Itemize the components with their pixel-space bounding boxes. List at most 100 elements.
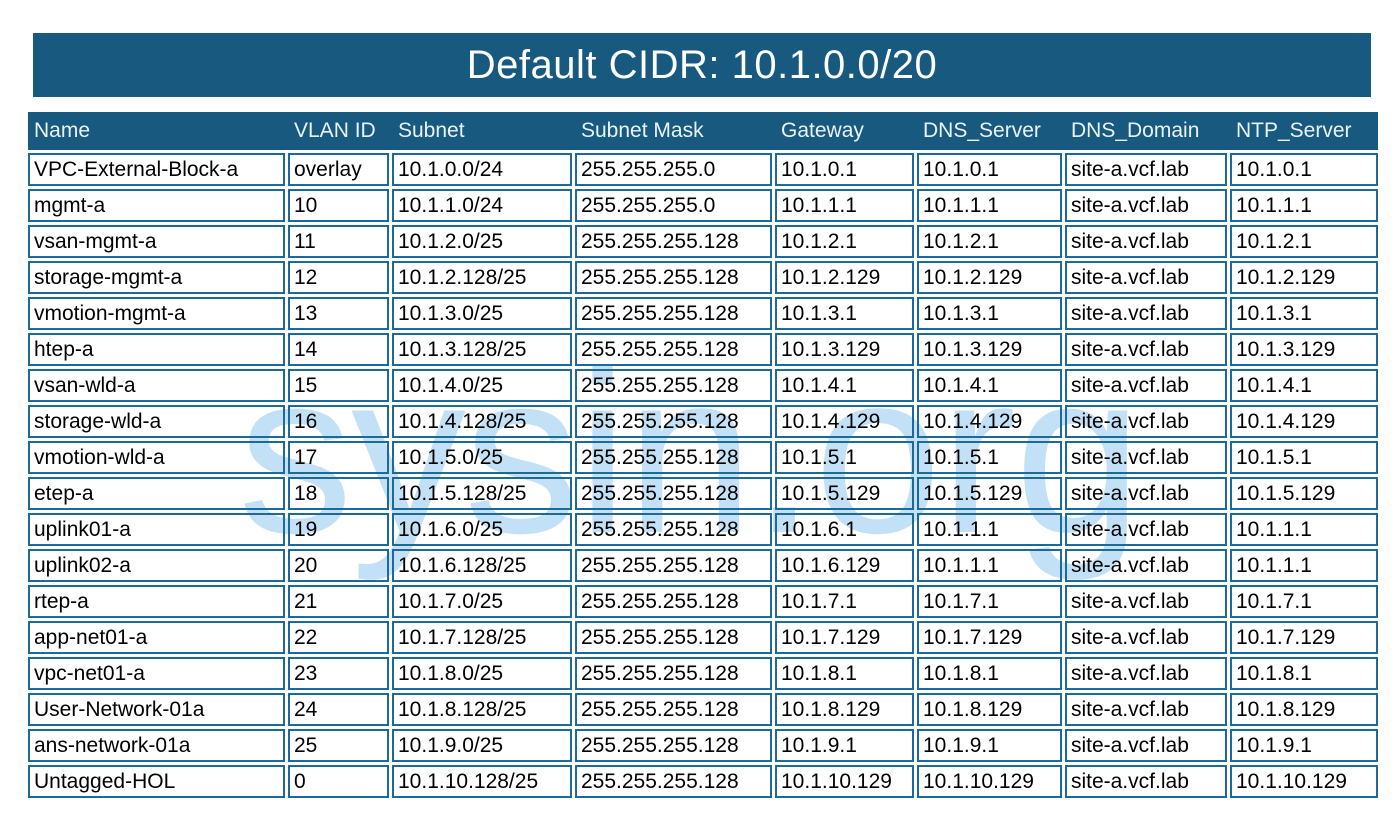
column-header: NTP_Server bbox=[1236, 119, 1352, 142]
table-cell: 10.1.3.129 bbox=[917, 333, 1062, 366]
table-cell: overlay bbox=[288, 153, 389, 186]
table-cell: 255.255.255.128 bbox=[575, 405, 772, 438]
table-cell: 10.1.6.128/25 bbox=[392, 549, 572, 582]
table-cell: 255.255.255.128 bbox=[575, 657, 772, 690]
table-cell: 10.1.7.1 bbox=[917, 585, 1062, 618]
table-cell: 10.1.8.129 bbox=[1230, 693, 1378, 726]
table-cell: site-a.vcf.lab bbox=[1065, 189, 1227, 222]
table-cell: uplink02-a bbox=[28, 549, 285, 582]
table-cell: 10.1.5.1 bbox=[1230, 441, 1378, 474]
table-cell: ans-network-01a bbox=[28, 729, 285, 762]
table-cell: site-a.vcf.lab bbox=[1065, 765, 1227, 798]
column-header: DNS_Domain bbox=[1071, 119, 1200, 142]
table-cell: 10.1.4.128/25 bbox=[392, 405, 572, 438]
table-cell: 23 bbox=[288, 657, 389, 690]
table-cell: 10.1.7.1 bbox=[775, 585, 914, 618]
table-cell: 10.1.8.1 bbox=[1230, 657, 1378, 690]
table-cell: 10.1.5.129 bbox=[1230, 477, 1378, 510]
table-cell: 10.1.2.128/25 bbox=[392, 261, 572, 294]
table-cell: site-a.vcf.lab bbox=[1065, 225, 1227, 258]
cidr-table: Name VLAN ID Subnet Subnet Mask Gateway DNS_S… bbox=[28, 112, 1378, 798]
table-row: vmotion-wld-a 17 10.1.5.0/25 255.255.255.12… bbox=[28, 441, 1378, 474]
table-cell: 10.1.6.0/25 bbox=[392, 513, 572, 546]
column-header: DNS_Server bbox=[923, 119, 1041, 142]
column-header: Subnet bbox=[398, 119, 465, 142]
table-cell: 10.1.5.129 bbox=[917, 477, 1062, 510]
table-row: vmotion-mgmt-a 13 10.1.3.0/25 255.255.255.1… bbox=[28, 297, 1378, 330]
table-cell: vpc-net01-a bbox=[28, 657, 285, 690]
column-header: VLAN ID bbox=[294, 119, 376, 142]
table-cell: 255.255.255.128 bbox=[575, 333, 772, 366]
table-cell: 10.1.1.1 bbox=[775, 189, 914, 222]
table-cell: site-a.vcf.lab bbox=[1065, 153, 1227, 186]
table-row: storage-wld-a 16 10.1.4.128/25 255.255.255.… bbox=[28, 405, 1378, 438]
table-cell: 10.1.10.129 bbox=[917, 765, 1062, 798]
table-cell: 10.1.4.1 bbox=[1230, 369, 1378, 402]
table-cell: site-a.vcf.lab bbox=[1065, 549, 1227, 582]
table-cell: 10.1.5.1 bbox=[775, 441, 914, 474]
table-cell: 15 bbox=[288, 369, 389, 402]
table-row: storage-mgmt-a 12 10.1.2.128/25 255.255.255… bbox=[28, 261, 1378, 294]
table-cell: vmotion-wld-a bbox=[28, 441, 285, 474]
table-cell: 10.1.3.129 bbox=[1230, 333, 1378, 366]
table-cell: 255.255.255.128 bbox=[575, 513, 772, 546]
table-header-row: Name VLAN ID Subnet Subnet Mask Gateway DNS_S… bbox=[28, 112, 1378, 150]
table-cell: htep-a bbox=[28, 333, 285, 366]
table-row: vsan-wld-a 15 10.1.4.0/25 255.255.255.128 10… bbox=[28, 369, 1378, 402]
table-cell: storage-mgmt-a bbox=[28, 261, 285, 294]
table-cell: 10.1.4.129 bbox=[775, 405, 914, 438]
table-cell: 10.1.3.128/25 bbox=[392, 333, 572, 366]
table-cell: 10.1.5.1 bbox=[917, 441, 1062, 474]
table-cell: 10.1.1.1 bbox=[917, 513, 1062, 546]
table-cell: 10.1.10.128/25 bbox=[392, 765, 572, 798]
table-cell: User-Network-01a bbox=[28, 693, 285, 726]
table-cell: 255.255.255.128 bbox=[575, 261, 772, 294]
table-cell: 10.1.3.1 bbox=[1230, 297, 1378, 330]
table-cell: 21 bbox=[288, 585, 389, 618]
table-cell: 255.255.255.128 bbox=[575, 297, 772, 330]
table-cell: 10.1.4.0/25 bbox=[392, 369, 572, 402]
table-cell: 10.1.4.1 bbox=[775, 369, 914, 402]
table-cell: 20 bbox=[288, 549, 389, 582]
table-cell: site-a.vcf.lab bbox=[1065, 261, 1227, 294]
table-cell: 255.255.255.128 bbox=[575, 621, 772, 654]
table-row: etep-a 18 10.1.5.128/25 255.255.255.128 10.1… bbox=[28, 477, 1378, 510]
column-header: Subnet Mask bbox=[581, 119, 704, 142]
table-cell: storage-wld-a bbox=[28, 405, 285, 438]
table-cell: 24 bbox=[288, 693, 389, 726]
table-cell: 10.1.1.0/24 bbox=[392, 189, 572, 222]
table-cell: site-a.vcf.lab bbox=[1065, 333, 1227, 366]
table-cell: site-a.vcf.lab bbox=[1065, 405, 1227, 438]
table-cell: 16 bbox=[288, 405, 389, 438]
table-cell: 10.1.0.1 bbox=[1230, 153, 1378, 186]
table-cell: 10.1.2.1 bbox=[1230, 225, 1378, 258]
table-cell: 255.255.255.128 bbox=[575, 585, 772, 618]
table-cell: 10.1.2.1 bbox=[775, 225, 914, 258]
table-cell: 12 bbox=[288, 261, 389, 294]
table-cell: site-a.vcf.lab bbox=[1065, 369, 1227, 402]
table-cell: 10.1.9.1 bbox=[917, 729, 1062, 762]
table-cell: 10.1.1.1 bbox=[917, 549, 1062, 582]
table-cell: 10.1.3.1 bbox=[775, 297, 914, 330]
table-cell: 10.1.10.129 bbox=[775, 765, 914, 798]
table-cell: 10.1.5.0/25 bbox=[392, 441, 572, 474]
table-cell: 10.1.7.129 bbox=[1230, 621, 1378, 654]
table-cell: 10.1.2.0/25 bbox=[392, 225, 572, 258]
table-cell: Untagged-HOL bbox=[28, 765, 285, 798]
table-cell: 10.1.6.1 bbox=[775, 513, 914, 546]
table-cell: 13 bbox=[288, 297, 389, 330]
table-cell: site-a.vcf.lab bbox=[1065, 477, 1227, 510]
table-row: Untagged-HOL 0 10.1.10.128/25 255.255.255.1… bbox=[28, 765, 1378, 798]
table-cell: 17 bbox=[288, 441, 389, 474]
table-cell: site-a.vcf.lab bbox=[1065, 621, 1227, 654]
table-cell: vmotion-mgmt-a bbox=[28, 297, 285, 330]
table-cell: vsan-wld-a bbox=[28, 369, 285, 402]
table-cell: site-a.vcf.lab bbox=[1065, 513, 1227, 546]
table-cell: 10.1.4.129 bbox=[917, 405, 1062, 438]
table-cell: 10.1.0.1 bbox=[775, 153, 914, 186]
column-header: Gateway bbox=[781, 119, 864, 142]
table-cell: uplink01-a bbox=[28, 513, 285, 546]
table-cell: vsan-mgmt-a bbox=[28, 225, 285, 258]
table-row: VPC-External-Block-a overlay 10.1.0.0/24 25… bbox=[28, 153, 1378, 186]
